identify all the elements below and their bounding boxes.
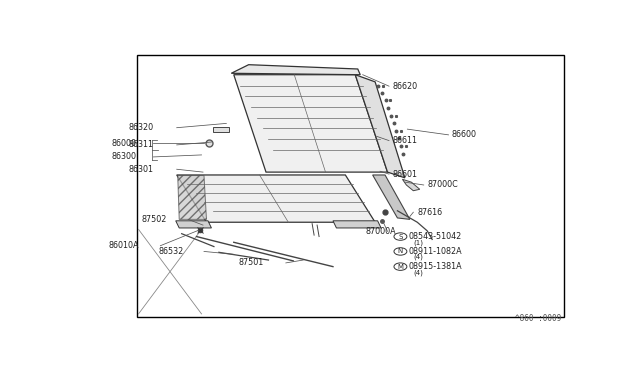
Text: 86300: 86300 — [111, 153, 136, 161]
Text: 08911-1082A: 08911-1082A — [408, 247, 462, 256]
Text: 08543-51042: 08543-51042 — [408, 232, 461, 241]
Polygon shape — [333, 221, 381, 228]
Polygon shape — [231, 65, 360, 75]
Text: 86010A: 86010A — [108, 241, 138, 250]
Text: 86532: 86532 — [159, 247, 184, 256]
Text: S: S — [398, 234, 403, 240]
Polygon shape — [178, 176, 207, 219]
Text: 86000: 86000 — [111, 139, 136, 148]
Text: 86320: 86320 — [128, 123, 154, 132]
Text: M: M — [397, 264, 403, 270]
Text: 87000A: 87000A — [365, 227, 396, 236]
Bar — [137, 55, 564, 317]
Text: ^860 :0009: ^860 :0009 — [515, 314, 561, 323]
Text: 86620: 86620 — [392, 82, 418, 91]
Polygon shape — [234, 75, 388, 172]
Polygon shape — [403, 179, 420, 191]
Text: 87616: 87616 — [417, 208, 442, 217]
Polygon shape — [355, 75, 405, 178]
Text: 86601: 86601 — [392, 170, 417, 179]
Text: 87000C: 87000C — [428, 180, 458, 189]
Text: (4): (4) — [414, 254, 424, 260]
Text: 87502: 87502 — [141, 215, 167, 224]
Text: (4): (4) — [414, 269, 424, 276]
Text: N: N — [398, 248, 403, 254]
Polygon shape — [213, 127, 229, 132]
Text: 86611: 86611 — [392, 136, 417, 145]
Text: 86600: 86600 — [452, 130, 477, 140]
Polygon shape — [372, 175, 410, 219]
Polygon shape — [176, 221, 211, 228]
Polygon shape — [177, 175, 375, 222]
Text: (1): (1) — [414, 239, 424, 246]
Text: 08915-1381A: 08915-1381A — [408, 262, 462, 271]
Text: 87501: 87501 — [238, 259, 264, 267]
Text: 86301: 86301 — [129, 165, 154, 174]
Text: 86311: 86311 — [129, 140, 154, 150]
